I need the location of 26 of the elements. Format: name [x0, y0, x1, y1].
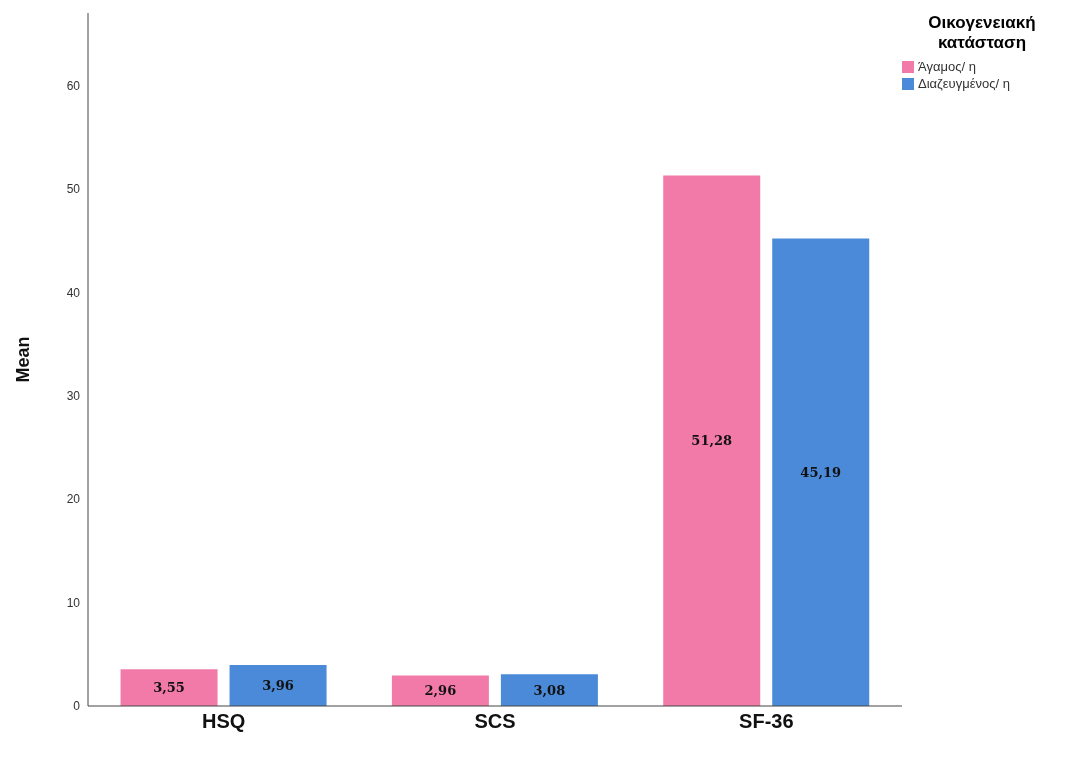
bar — [663, 175, 761, 706]
legend-label: Διαζευγμένος/ η — [918, 76, 1010, 91]
y-tick-label: 20 — [66, 492, 81, 507]
x-tick-label: SCS — [474, 710, 516, 733]
y-tick-label: 60 — [66, 78, 81, 93]
bar — [391, 675, 489, 706]
y-tick-label: 0 — [73, 699, 81, 714]
bar — [772, 238, 870, 706]
bar — [500, 674, 598, 706]
data-label: 51,28 — [691, 433, 733, 449]
data-label: 3,55 — [153, 680, 185, 696]
x-tick-label: SF-36 — [739, 710, 794, 733]
x-tick-label: HSQ — [201, 710, 246, 733]
data-label: 3,96 — [262, 678, 294, 694]
data-label: 2,96 — [424, 683, 457, 699]
legend-label: Άγαμος/ η — [918, 59, 976, 74]
y-tick-label: 30 — [66, 388, 81, 403]
data-label: 45,19 — [800, 464, 842, 480]
bar — [229, 665, 327, 706]
y-tick-label: 40 — [66, 285, 81, 300]
y-tick-label: 50 — [66, 182, 81, 197]
data-label: 3,08 — [533, 682, 566, 698]
y-axis-title: Mean — [13, 336, 34, 383]
y-tick-label: 10 — [66, 595, 81, 610]
bar — [120, 669, 218, 706]
legend-title: Οικογενειακή κατάσταση — [927, 13, 1037, 53]
